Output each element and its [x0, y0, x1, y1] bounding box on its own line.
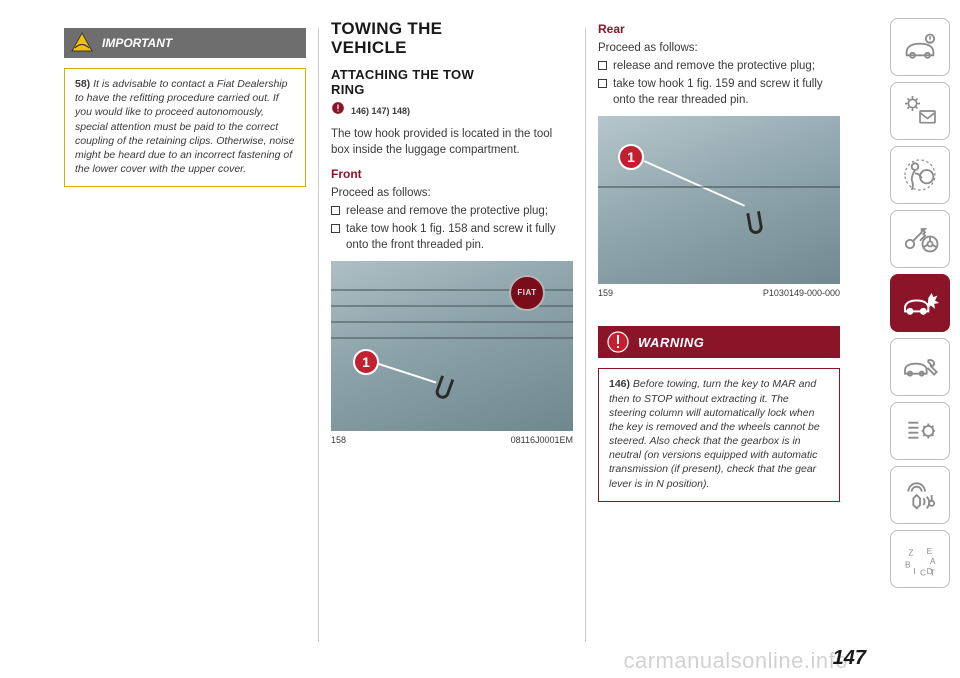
- figure-159-caption: 159 P1030149-000-000: [598, 288, 840, 298]
- section-nav: Z E B A I C D T: [890, 18, 950, 588]
- checkbox-icon: [598, 79, 607, 88]
- ref-line: 146) 147) 148): [331, 101, 573, 120]
- svg-text:E: E: [927, 546, 933, 556]
- warn-text: Before towing, turn the key to MAR and t…: [609, 378, 820, 489]
- front-step-2: take tow hook 1 fig. 158 and screw it fu…: [331, 221, 573, 253]
- ref-numbers: 146) 147) 148): [351, 106, 410, 116]
- warning-banner: WARNING: [598, 326, 840, 358]
- note-text: It is advisable to contact a Fiat Dealer…: [75, 78, 294, 175]
- warning-label: WARNING: [638, 335, 704, 350]
- nav-airbag[interactable]: [890, 146, 950, 204]
- rear-step-2-text: take tow hook 1 fig. 159 and screw it fu…: [613, 76, 840, 108]
- svg-text:C: C: [920, 568, 926, 578]
- front-step-2-text: take tow hook 1 fig. 158 and screw it fu…: [346, 221, 573, 253]
- fig-159-num: 159: [598, 288, 613, 298]
- warn-lead: 146): [609, 378, 630, 390]
- figure-158-image: FIAT 1: [331, 261, 573, 431]
- rear-label: Rear: [598, 22, 840, 36]
- figure-marker-1-rear: 1: [618, 144, 644, 170]
- nav-audio-nav[interactable]: [890, 466, 950, 524]
- checkbox-icon: [331, 224, 340, 233]
- warning-small-icon: [331, 101, 345, 120]
- fig-158-code: 08116J0001EM: [511, 435, 573, 445]
- svg-text:T: T: [930, 568, 935, 578]
- subsection-title: ATTACHING THE TOW RING: [331, 67, 573, 97]
- sub-line2: RING: [331, 82, 365, 97]
- rear-step-1-text: release and remove the protective plug;: [613, 58, 815, 74]
- body-text-1: The tow hook provided is located in the …: [331, 126, 573, 158]
- nav-alpha-dial[interactable]: Z E B A I C D T: [890, 530, 950, 588]
- figure-158: FIAT 1 158 08116J0001EM: [331, 261, 573, 445]
- tow-hook-shape: [434, 375, 455, 400]
- figure-marker-1: 1: [353, 349, 379, 375]
- title-line1: TOWING THE: [331, 19, 442, 38]
- fiat-badge-icon: FIAT: [509, 275, 545, 311]
- warning-icon: [606, 330, 630, 354]
- section-title: TOWING THE VEHICLE: [331, 20, 573, 57]
- nav-list-gear[interactable]: [890, 402, 950, 460]
- fig-159-code: P1030149-000-000: [763, 288, 840, 298]
- front-step-1: release and remove the protective plug;: [331, 203, 573, 219]
- fig-158-num: 158: [331, 435, 346, 445]
- nav-light-mail[interactable]: [890, 82, 950, 140]
- caution-icon: [70, 31, 94, 55]
- important-note: 58) It is advisable to contact a Fiat De…: [64, 68, 306, 187]
- rear-step-2: take tow hook 1 fig. 159 and screw it fu…: [598, 76, 840, 108]
- col-2: TOWING THE VEHICLE ATTACHING THE TOW RIN…: [319, 20, 585, 650]
- marker-line-rear: [644, 160, 745, 207]
- warning-note: 146) Before towing, turn the key to MAR …: [598, 368, 840, 501]
- title-line2: VEHICLE: [331, 38, 407, 57]
- rear-step-1: release and remove the protective plug;: [598, 58, 840, 74]
- figure-159-image: 1: [598, 116, 840, 284]
- important-box: IMPORTANT: [64, 28, 306, 58]
- nav-key-wheel[interactable]: [890, 210, 950, 268]
- proceed-text: Proceed as follows:: [331, 185, 573, 201]
- figure-159: 1 159 P1030149-000-000: [598, 116, 840, 298]
- marker-1-rear-text: 1: [627, 149, 635, 165]
- sub-line1: ATTACHING THE TOW: [331, 67, 474, 82]
- checkbox-icon: [598, 61, 607, 70]
- svg-text:Z: Z: [908, 548, 913, 558]
- checkbox-icon: [331, 206, 340, 215]
- important-label: IMPORTANT: [102, 36, 172, 50]
- figure-158-caption: 158 08116J0001EM: [331, 435, 573, 445]
- nav-car-wrench[interactable]: [890, 338, 950, 396]
- fiat-badge-text: FIAT: [517, 288, 536, 297]
- content-columns: IMPORTANT 58) It is advisable to contact…: [52, 20, 852, 650]
- svg-text:A: A: [930, 556, 936, 566]
- watermark: carmanualsonline.info: [623, 648, 848, 674]
- front-step-1-text: release and remove the protective plug;: [346, 203, 548, 219]
- marker-line: [379, 363, 437, 383]
- nav-car-crash[interactable]: [890, 274, 950, 332]
- proceed-text-rear: Proceed as follows:: [598, 40, 840, 56]
- tow-hook-shape-rear: [746, 211, 764, 235]
- svg-text:B: B: [905, 559, 911, 569]
- note-lead: 58): [75, 78, 90, 90]
- col-1: IMPORTANT 58) It is advisable to contact…: [52, 20, 318, 650]
- nav-car-info[interactable]: [890, 18, 950, 76]
- important-banner: IMPORTANT: [64, 28, 306, 58]
- front-label: Front: [331, 167, 573, 181]
- col-3: Rear Proceed as follows: release and rem…: [586, 20, 852, 650]
- svg-text:I: I: [913, 566, 915, 576]
- marker-1-text: 1: [362, 354, 370, 370]
